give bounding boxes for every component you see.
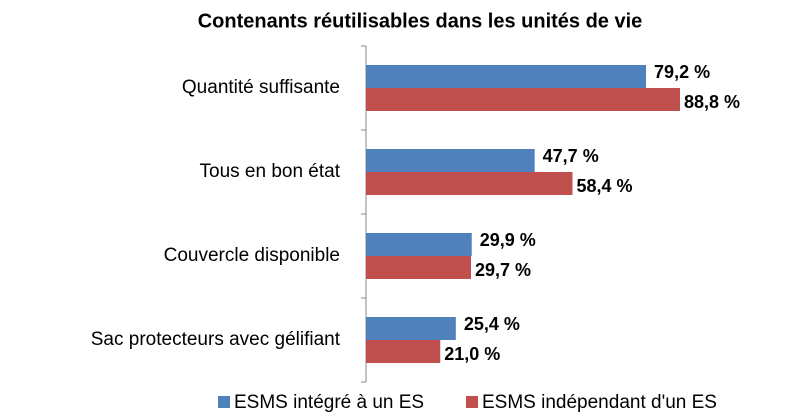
category-label: Couvercle disponible	[164, 245, 340, 266]
chart-title: Contenants réutilisables dans les unités…	[198, 10, 643, 32]
value-label: 29,9 %	[480, 230, 536, 250]
legend-label: ESMS indépendant d'un ES	[482, 392, 717, 413]
value-label: 21,0 %	[444, 344, 500, 364]
value-label: 79,2 %	[654, 62, 710, 82]
value-label: 58,4 %	[577, 176, 633, 196]
value-label: 29,7 %	[475, 260, 531, 280]
category-label: Tous en bon état	[200, 161, 341, 182]
category-label: Sac protecteurs avec gélifiant	[91, 329, 341, 350]
bar	[366, 256, 472, 279]
value-label: 88,8 %	[684, 92, 740, 112]
bar	[366, 88, 680, 111]
bar	[366, 65, 647, 88]
value-label: 25,4 %	[464, 314, 520, 334]
bar	[366, 149, 535, 172]
legend-swatch	[466, 396, 478, 408]
bar	[366, 233, 472, 256]
legend-label: ESMS intégré à un ES	[234, 392, 424, 413]
category-label: Quantité suffisante	[182, 77, 340, 98]
bar	[366, 317, 456, 340]
bar	[366, 172, 573, 195]
legend-swatch	[218, 396, 230, 408]
value-label: 47,7 %	[543, 146, 599, 166]
bar	[366, 340, 441, 363]
